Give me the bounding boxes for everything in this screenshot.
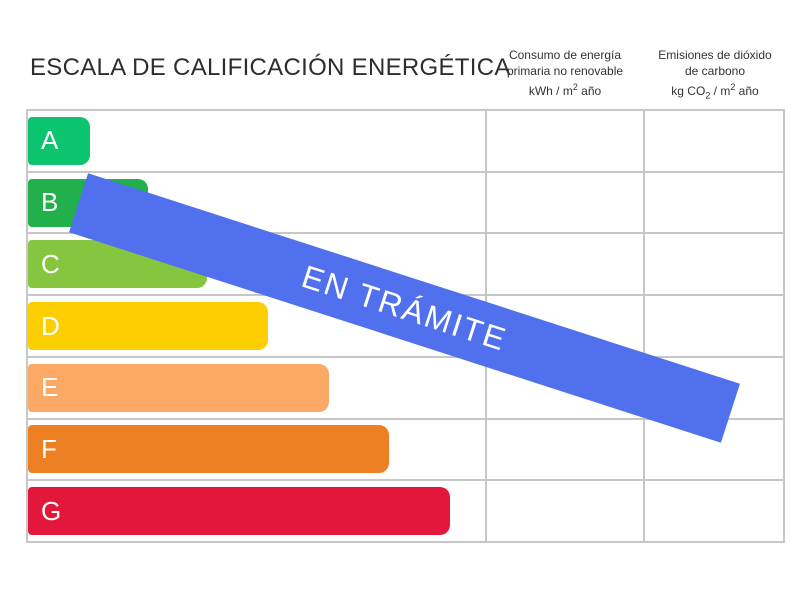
emisiones-line1: Emisiones de dióxido (658, 48, 772, 62)
grade-bar-d: D (28, 302, 268, 351)
consumo-value-cell-a (485, 111, 643, 171)
consumo-value-cell-g (485, 481, 643, 542)
grade-letter-f: F (41, 433, 57, 464)
grade-letter-a: A (41, 125, 59, 156)
grade-letter-d: D (41, 310, 60, 341)
emisiones-value-cell-b (643, 172, 783, 233)
column-header-emisiones: Emisiones de dióxido de carbono kg CO2 /… (645, 47, 785, 103)
consumo-value-cell-c (485, 234, 643, 295)
emisiones-value-cell-a (643, 111, 783, 171)
consumo-unit: kWh / m2 año (528, 82, 602, 98)
emisiones-value-cell-f (643, 419, 783, 480)
grade-bar-f: F (28, 425, 389, 474)
scale-row-f: F (28, 417, 783, 480)
bar-cell: D (28, 296, 485, 356)
page-title: ESCALA DE CALIFICACIÓN ENERGÉTICA (30, 54, 511, 81)
column-header-consumo: Consumo de energía primaria no renovable… (485, 47, 645, 99)
grade-bar-e: E (28, 363, 329, 412)
grade-letter-c: C (41, 248, 60, 279)
emisiones-value-cell-c (643, 234, 783, 295)
scale-row-e: E (28, 355, 783, 418)
emisiones-value-cell-g (643, 481, 783, 542)
emisiones-value-cell-d (643, 296, 783, 356)
emisiones-line2: de carbono (684, 64, 746, 78)
grade-bar-a: A (28, 116, 90, 165)
scale-row-g: G (28, 479, 783, 542)
bar-cell: A (28, 111, 485, 171)
bar-cell: G (28, 481, 485, 541)
bar-cell: F (28, 420, 485, 480)
consumo-value-cell-b (485, 172, 643, 233)
grade-letter-g: G (41, 495, 62, 526)
emisiones-unit: kg CO2 / m2 año (671, 82, 759, 101)
grade-letter-e: E (41, 372, 59, 403)
scale-row-a: A (28, 111, 783, 171)
grade-bar-g: G (28, 487, 450, 536)
consumo-line2: primaria no renovable (506, 64, 624, 78)
bar-cell: E (28, 358, 485, 418)
consumo-value-cell-f (485, 419, 643, 480)
grade-letter-b: B (41, 187, 59, 218)
consumo-value-cell-e (485, 357, 643, 418)
consumo-line1: Consumo de energía (508, 48, 622, 62)
